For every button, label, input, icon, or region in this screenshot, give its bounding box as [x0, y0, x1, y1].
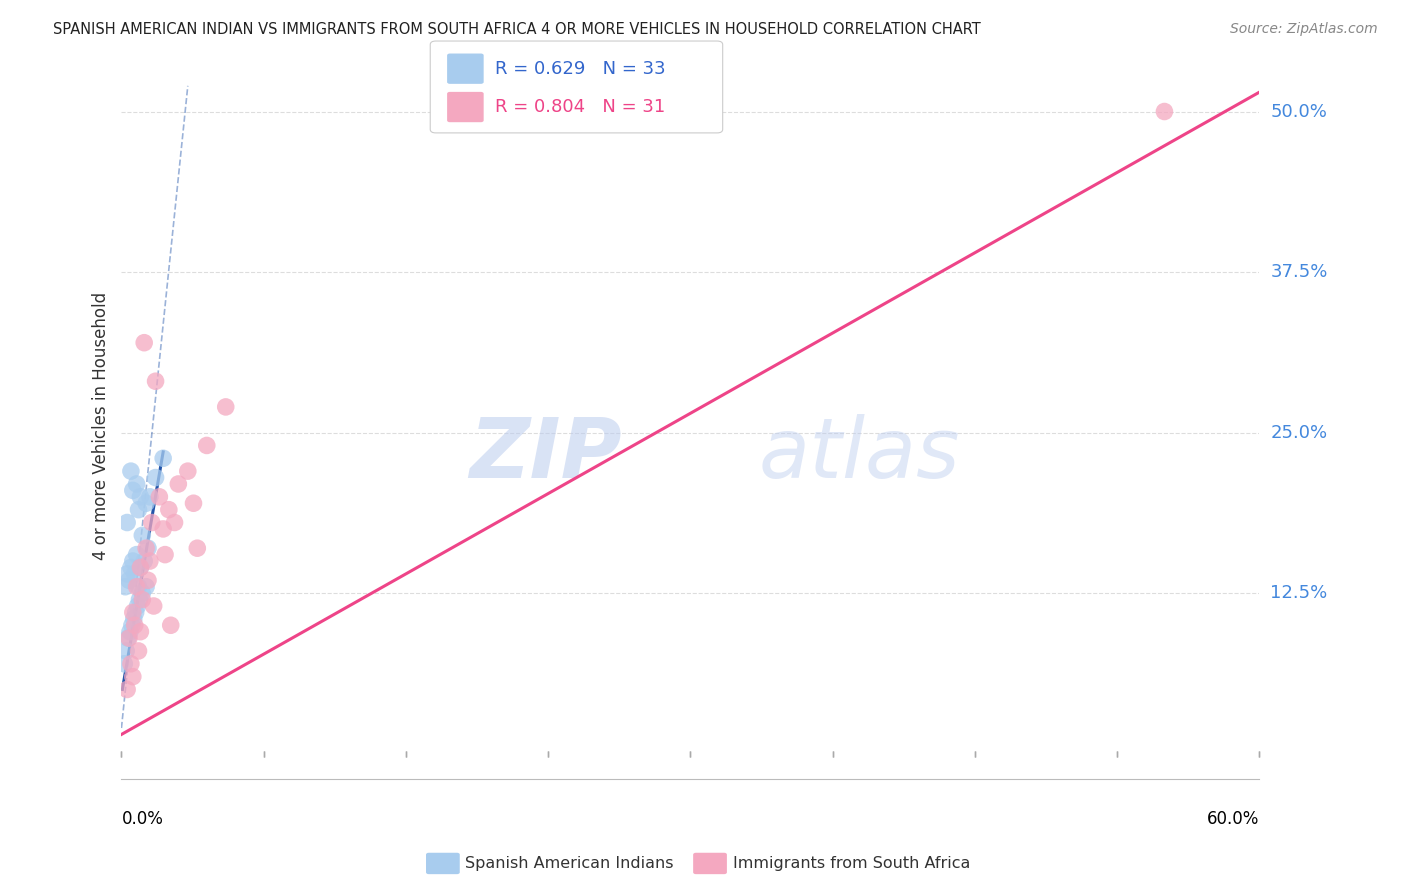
Point: [215, 400, 238, 414]
Point: [125, 548, 148, 562]
Point: [186, 541, 208, 556]
Point: [131, 592, 153, 607]
Text: R = 0.804   N = 31: R = 0.804 N = 31: [495, 98, 665, 116]
Text: ZIP: ZIP: [470, 414, 621, 495]
Text: Spanish American Indians: Spanish American Indians: [465, 856, 673, 871]
Point: [136, 574, 159, 588]
Point: [129, 624, 152, 639]
Point: [118, 631, 141, 645]
Point: [131, 528, 153, 542]
Point: [128, 592, 150, 607]
Point: [152, 451, 174, 466]
Point: [121, 618, 143, 632]
Point: [183, 496, 205, 510]
Point: [128, 502, 150, 516]
Point: [114, 580, 136, 594]
Point: [125, 580, 148, 594]
Text: Immigrants from South Africa: Immigrants from South Africa: [733, 856, 970, 871]
Text: R = 0.629   N = 33: R = 0.629 N = 33: [495, 60, 665, 78]
Point: [115, 682, 138, 697]
Text: Source: ZipAtlas.com: Source: ZipAtlas.com: [1230, 22, 1378, 37]
Point: [127, 599, 149, 613]
Point: [121, 606, 143, 620]
Point: [145, 470, 167, 484]
Point: [145, 374, 167, 388]
Point: [141, 516, 163, 530]
Text: 25.0%: 25.0%: [1271, 424, 1327, 442]
Point: [124, 606, 146, 620]
Point: [134, 554, 156, 568]
Y-axis label: 4 or more Vehicles in Household: 4 or more Vehicles in Household: [93, 292, 110, 560]
Point: [131, 586, 153, 600]
Text: atlas: atlas: [759, 414, 960, 495]
Point: [124, 618, 146, 632]
Point: [1153, 104, 1175, 119]
Point: [117, 631, 139, 645]
Point: [136, 541, 159, 556]
Point: [121, 670, 143, 684]
Point: [112, 657, 135, 671]
Text: 37.5%: 37.5%: [1271, 263, 1327, 281]
Point: [157, 502, 180, 516]
Point: [139, 490, 162, 504]
Point: [124, 566, 146, 581]
Point: [159, 618, 181, 632]
Point: [135, 541, 157, 556]
Point: [120, 560, 142, 574]
Point: [120, 657, 142, 671]
Point: [135, 580, 157, 594]
Point: [153, 548, 176, 562]
Point: [148, 490, 170, 504]
Point: [129, 560, 152, 574]
Point: [120, 464, 142, 478]
Point: [128, 644, 150, 658]
Point: [134, 335, 156, 350]
Point: [115, 566, 138, 581]
Point: [122, 612, 145, 626]
Point: [125, 477, 148, 491]
Point: [129, 490, 152, 504]
Point: [115, 644, 138, 658]
Point: [142, 599, 165, 613]
Point: [167, 477, 190, 491]
Text: 0.0%: 0.0%: [121, 810, 163, 828]
Point: [135, 496, 157, 510]
Point: [152, 522, 174, 536]
Point: [177, 464, 200, 478]
Text: 60.0%: 60.0%: [1206, 810, 1260, 828]
Point: [129, 560, 152, 574]
Point: [139, 554, 162, 568]
Point: [115, 516, 138, 530]
Point: [121, 483, 143, 498]
Point: [118, 624, 141, 639]
Point: [121, 554, 143, 568]
Text: 50.0%: 50.0%: [1271, 103, 1327, 120]
Point: [163, 516, 186, 530]
Point: [195, 438, 218, 452]
Text: 12.5%: 12.5%: [1271, 584, 1327, 602]
Text: SPANISH AMERICAN INDIAN VS IMMIGRANTS FROM SOUTH AFRICA 4 OR MORE VEHICLES IN HO: SPANISH AMERICAN INDIAN VS IMMIGRANTS FR…: [53, 22, 981, 37]
Point: [128, 580, 150, 594]
Point: [118, 574, 141, 588]
